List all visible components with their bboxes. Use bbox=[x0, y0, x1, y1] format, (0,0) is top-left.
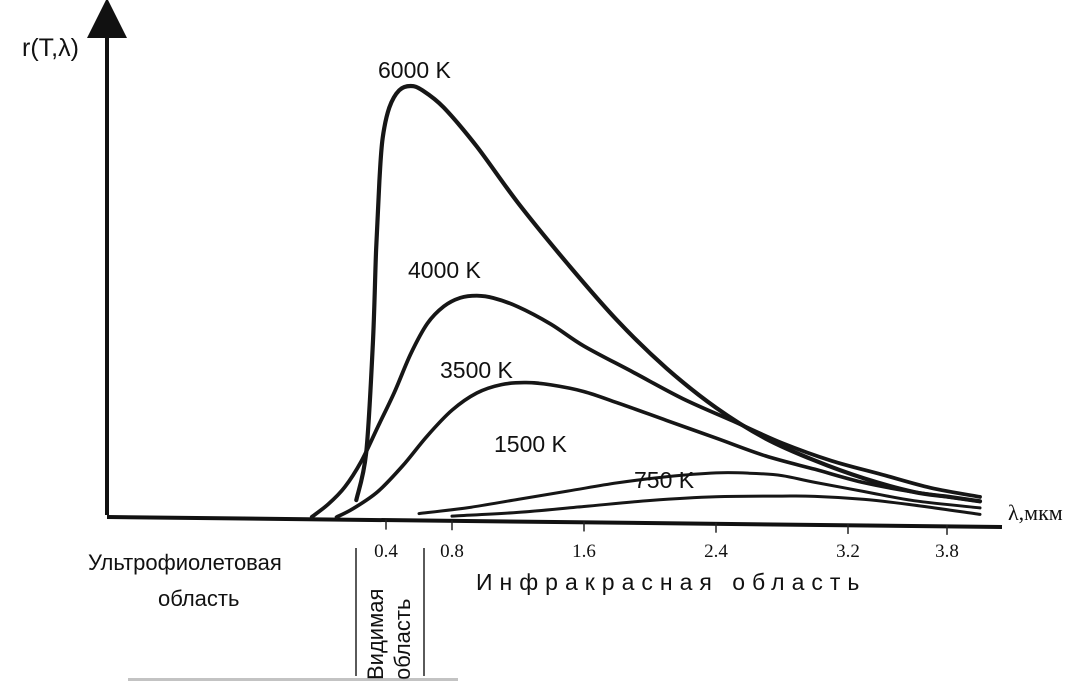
series-line-1500k bbox=[417, 471, 982, 516]
uv-region-label-line2: область bbox=[158, 586, 239, 611]
series-label-6000k: 6000 K bbox=[378, 57, 452, 83]
series-label-3500k: 3500 K bbox=[440, 357, 514, 383]
series-label-4000k: 4000 K bbox=[408, 257, 482, 283]
visible-region-label-line1: Видимая bbox=[363, 589, 388, 680]
y-axis-label: r(T,λ) bbox=[22, 34, 79, 62]
x-tick-label: 0.4 bbox=[374, 541, 398, 562]
series-line-750k bbox=[450, 494, 982, 518]
series-line-4000k bbox=[309, 293, 982, 519]
series-label-1500k: 1500 K bbox=[494, 431, 568, 457]
x-tick-label: 0.8 bbox=[440, 541, 464, 562]
x-tick-label: 1.6 bbox=[572, 541, 596, 562]
x-ticks: 0.4 0.8 1.6 2.4 3.2 3.8 bbox=[374, 519, 959, 562]
x-tick-label: 3.8 bbox=[935, 541, 959, 562]
series-label-750k: 750 K bbox=[634, 467, 695, 493]
ir-region-label: Инфракрасная область bbox=[476, 569, 866, 595]
series-curves bbox=[309, 83, 983, 519]
x-axis-label: λ,мкм bbox=[1008, 500, 1063, 525]
x-axis bbox=[106, 515, 1003, 529]
visible-region-label-line2: область bbox=[390, 599, 415, 680]
series-line-3500k bbox=[334, 380, 982, 519]
uv-region-label-line1: Ультрофиолетовая bbox=[88, 550, 282, 575]
x-tick-label: 2.4 bbox=[704, 541, 728, 562]
scan-artifact bbox=[128, 678, 458, 681]
series-line-6000k bbox=[354, 83, 983, 504]
x-tick-label: 3.2 bbox=[836, 541, 860, 562]
